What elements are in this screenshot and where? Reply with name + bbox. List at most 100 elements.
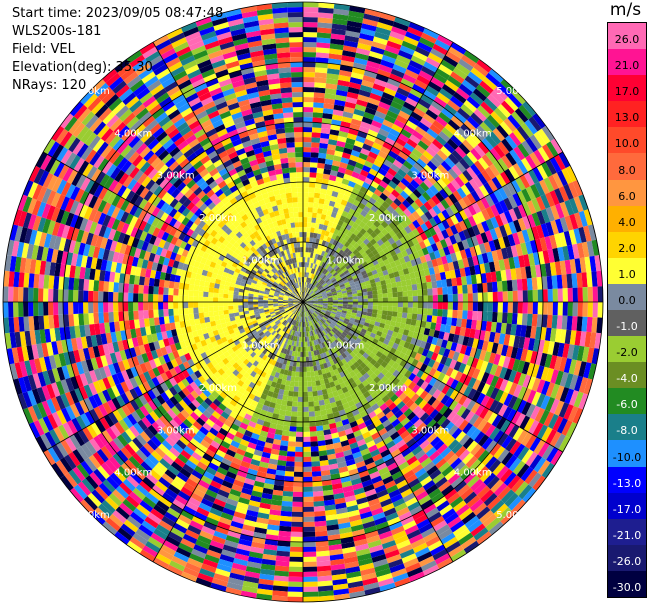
ppi-gate [446,182,457,194]
ppi-gate [562,288,568,302]
ppi-gate [466,151,478,164]
ppi-gate [408,152,420,163]
ppi-gate [499,225,508,238]
ppi-gate [317,12,334,19]
ppi-gate [367,294,373,299]
ppi-gate [319,288,325,292]
ppi-gate [362,143,373,152]
ppi-gate [317,298,323,301]
ppi-gate [401,285,408,292]
ppi-gate [450,134,463,147]
ppi-gate [347,159,357,167]
ppi-gate [436,178,447,189]
ppi-gate [542,302,548,315]
ppi-gate [452,285,458,295]
ppi-gate [303,282,306,288]
ppi-gate [288,386,295,392]
ppi-gate [462,228,471,240]
ppi-gate [303,361,307,367]
ppi-gate [337,297,343,301]
ppi-gate [410,201,420,211]
ppi-gate [561,274,568,289]
ppi-gate [332,239,338,246]
ppi-gate [541,380,551,396]
ppi-gate [526,200,537,215]
ppi-gate [285,410,292,417]
ppi-gate [309,182,316,188]
ppi-gate [306,262,310,268]
ppi-gate [490,111,504,125]
ppi-gate [437,222,446,232]
ppi-gate [407,302,413,308]
ppi-gate [444,157,456,169]
ppi-gate [455,146,467,159]
ppi-gate [367,308,373,313]
ppi-gate [352,307,358,311]
ppi-gate [303,77,315,83]
ppi-gate [508,165,520,180]
ppi-gate [381,91,395,101]
ppi-gate [312,304,318,306]
ppi-gate [371,41,387,50]
ppi-gate [303,446,311,452]
ppi-gate [423,238,431,248]
ppi-gate [391,266,399,273]
ppi-gate [401,334,408,342]
ppi-gate [298,386,303,392]
ppi-gate [581,346,590,363]
ppi-gate [541,276,548,290]
ppi-gate [467,204,477,216]
ppi-gate [311,142,320,148]
ppi-gate [295,366,300,372]
ppi-gate [305,351,309,357]
ppi-gate [292,501,303,507]
ppi-gate [452,67,468,80]
ppi-gate [443,348,451,358]
ppi-gate [447,309,453,318]
ppi-gate [323,199,331,206]
ppi-gate [317,203,324,210]
ppi-gate [559,357,568,372]
ppi-gate [542,144,555,160]
ppi-gate [321,274,327,280]
ppi-gate [295,436,303,442]
ppi-gate [303,287,305,293]
ppi-gate [367,97,380,106]
ppi-gate [325,258,331,265]
ppi-gate [485,218,495,231]
ppi-gate [496,124,509,139]
ppi-gate [317,303,323,306]
ppi-gate [320,214,327,220]
ppi-gate [455,63,471,76]
ppi-gate [559,201,570,217]
ppi-gate [485,166,496,180]
ppi-gate [317,244,322,250]
ppi-gate [304,287,306,293]
ppi-gate [574,330,582,346]
ppi-gate [360,270,367,276]
ppi-gate [357,323,364,329]
ppi-gate [499,379,509,392]
ppi-gate [353,257,360,264]
ppi-gate [333,300,338,302]
ppi-gate [378,128,390,138]
ppi-gate [313,92,325,99]
ppi-gate [347,15,364,24]
ppi-gate [334,150,344,158]
ppi-gate [350,233,357,240]
ppi-gate [312,302,318,304]
ppi-gate [545,221,555,236]
ppi-gate [415,207,425,217]
ppi-gate [337,135,347,143]
ppi-gate [314,288,319,293]
ppi-gate [314,223,320,229]
ppi-gate [546,275,553,290]
ppi-gate [380,332,387,339]
ppi-gate [366,60,381,69]
ppi-gate [306,295,311,299]
ppi-gate [493,189,504,203]
ppi-gate [544,236,553,250]
ppi-gate [417,295,423,302]
ppi-gate [552,341,560,357]
ppi-gate [310,247,315,254]
